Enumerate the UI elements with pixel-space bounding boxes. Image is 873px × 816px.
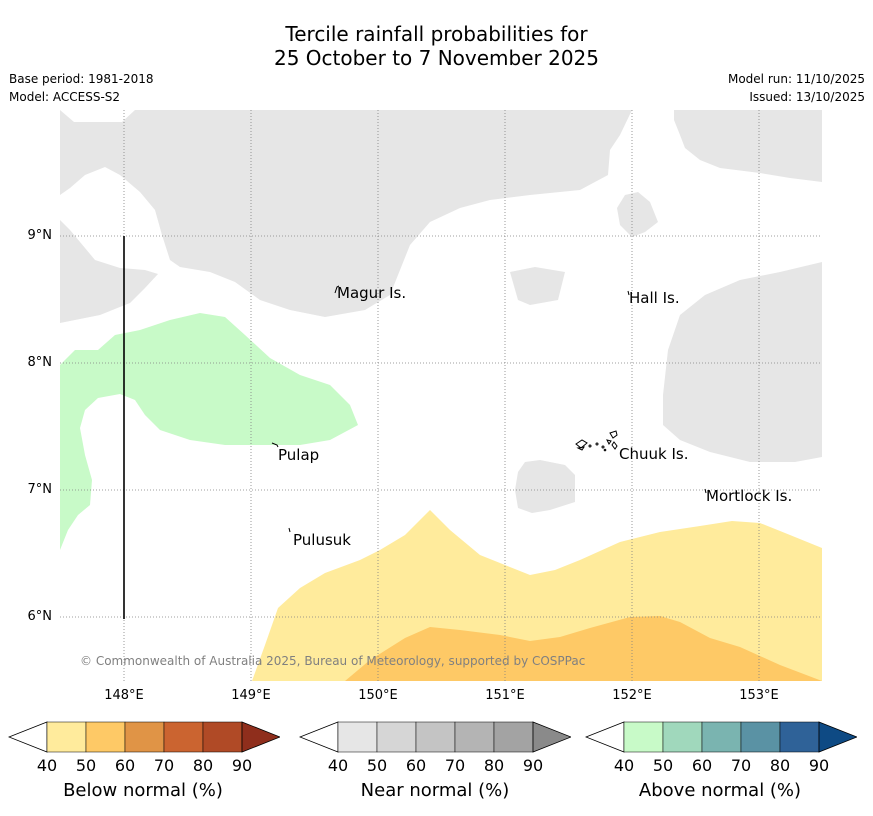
lon-label-149e: 149°E <box>231 688 271 703</box>
legend-above-tick-50: 50 <box>652 756 674 775</box>
chart-title: Tercile rainfall probabilities for 25 Oc… <box>0 22 873 70</box>
pulap-island-mark <box>271 442 279 448</box>
above-normal-region <box>60 313 358 550</box>
legend-above-swatch-3 <box>701 721 742 753</box>
legend-near-swatch-4 <box>454 721 495 753</box>
legend-below-tick-60: 60 <box>114 756 136 775</box>
legend-below-tick-50: 50 <box>75 756 97 775</box>
legend-below-swatches <box>8 721 280 753</box>
legend-near-tick-40: 40 <box>327 756 349 775</box>
model-run-text: Model run: 11/10/2025 <box>727 72 865 86</box>
legend-below-colorbar <box>8 721 280 753</box>
legend-near-swatch-1 <box>337 721 378 753</box>
place-pulap: Pulap <box>278 446 320 464</box>
legend-above-swatch-over <box>818 721 857 753</box>
map-svg <box>60 110 822 681</box>
legend-near-swatch-over <box>532 721 571 753</box>
title-line-1: Tercile rainfall probabilities for <box>285 22 588 46</box>
legend-above-tick-40: 40 <box>613 756 635 775</box>
island-marks <box>271 285 707 533</box>
near-normal-region-top-sliver <box>527 110 532 128</box>
place-magur: Magur Is. <box>337 284 407 302</box>
meta-right: Model run: 11/10/2025 Issued: 13/10/2025 <box>728 70 865 106</box>
legend-below-swatch-2 <box>85 721 126 753</box>
map-canvas <box>60 110 822 681</box>
lon-label-151e: 151°E <box>485 688 525 703</box>
base-period-text: Base period: 1981-2018 <box>9 72 154 86</box>
legend-above-tick-90: 90 <box>808 756 830 775</box>
legend-above-tick-60: 60 <box>691 756 713 775</box>
legend-above-swatch-1 <box>623 721 664 753</box>
legend-above-swatch-under <box>585 721 625 753</box>
lat-label-6n: 6°N <box>27 609 53 624</box>
legend-below-tick-40: 40 <box>36 756 58 775</box>
meta-left: Base period: 1981-2018 Model: ACCESS-S2 <box>9 70 154 106</box>
legend-above-swatches <box>585 721 857 753</box>
legend-near-swatch-under <box>299 721 339 753</box>
near-normal-region-magur-east <box>510 267 565 305</box>
magur-island-mark <box>334 285 340 294</box>
legend-near-tick-90: 90 <box>522 756 544 775</box>
near-normal-region-north <box>60 110 632 317</box>
legend-above-tick-70: 70 <box>730 756 752 775</box>
legend-below-swatch-4 <box>163 721 204 753</box>
legend-below-swatch-5 <box>202 721 243 753</box>
place-pulusuk: Pulusuk <box>293 531 351 549</box>
legend-below-swatch-1 <box>46 721 87 753</box>
chuuk-island-cluster <box>575 430 618 452</box>
near-normal-region-west <box>60 220 158 323</box>
legend-near-title: Near normal (%) <box>360 780 510 801</box>
legend-below-tick-70: 70 <box>153 756 175 775</box>
legend-above-swatch-2 <box>662 721 703 753</box>
copyright-text: © Commonwealth of Australia 2025, Bureau… <box>80 654 586 668</box>
legend-below-swatch-3 <box>124 721 165 753</box>
legend-near-tick-50: 50 <box>366 756 388 775</box>
legend-above-tick-80: 80 <box>769 756 791 775</box>
legend-below-tick-90: 90 <box>231 756 253 775</box>
legend-near-swatch-3 <box>415 721 456 753</box>
lat-label-9n: 9°N <box>27 228 53 243</box>
legend-near-tick-70: 70 <box>444 756 466 775</box>
place-hall: Hall Is. <box>629 289 680 307</box>
mortlock-island-mark <box>704 488 707 494</box>
title-line-2: 25 October to 7 November 2025 <box>273 46 600 70</box>
issued-text: Issued: 13/10/2025 <box>749 90 865 104</box>
near-normal-region-hall-small <box>617 192 658 237</box>
lon-label-152e: 152°E <box>612 688 652 703</box>
hall-island-mark <box>627 290 630 296</box>
legend-below-swatch-over <box>241 721 280 753</box>
legend-below-swatch-under <box>8 721 48 753</box>
place-chuuk: Chuuk Is. <box>619 445 689 463</box>
legend-above-colorbar <box>585 721 857 753</box>
legend-above-swatch-4 <box>740 721 781 753</box>
lat-label-7n: 7°N <box>27 482 53 497</box>
legend-near-swatches <box>299 721 571 753</box>
legend-above-swatch-5 <box>779 721 820 753</box>
near-normal-region-chuuk-south <box>515 460 575 513</box>
pulusuk-island-mark <box>288 527 291 533</box>
legend-near-colorbar <box>299 721 571 753</box>
lat-label-8n: 8°N <box>27 355 53 370</box>
legend-below-tick-80: 80 <box>192 756 214 775</box>
lon-label-153e: 153°E <box>739 688 779 703</box>
below-normal-50-region <box>345 616 822 681</box>
near-normal-region-east <box>663 262 822 462</box>
near-normal-region-ne-top <box>674 110 822 182</box>
legend-near-swatch-2 <box>376 721 417 753</box>
legend-below-title: Below normal (%) <box>63 780 223 801</box>
lon-label-150e: 150°E <box>358 688 398 703</box>
place-mortlock: Mortlock Is. <box>706 487 793 505</box>
legend-near-swatch-5 <box>493 721 534 753</box>
legend-above-title: Above normal (%) <box>638 780 802 801</box>
legend-near-tick-80: 80 <box>483 756 505 775</box>
legend-near-tick-60: 60 <box>405 756 427 775</box>
lon-label-148e: 148°E <box>104 688 144 703</box>
model-text: Model: ACCESS-S2 <box>9 90 121 104</box>
